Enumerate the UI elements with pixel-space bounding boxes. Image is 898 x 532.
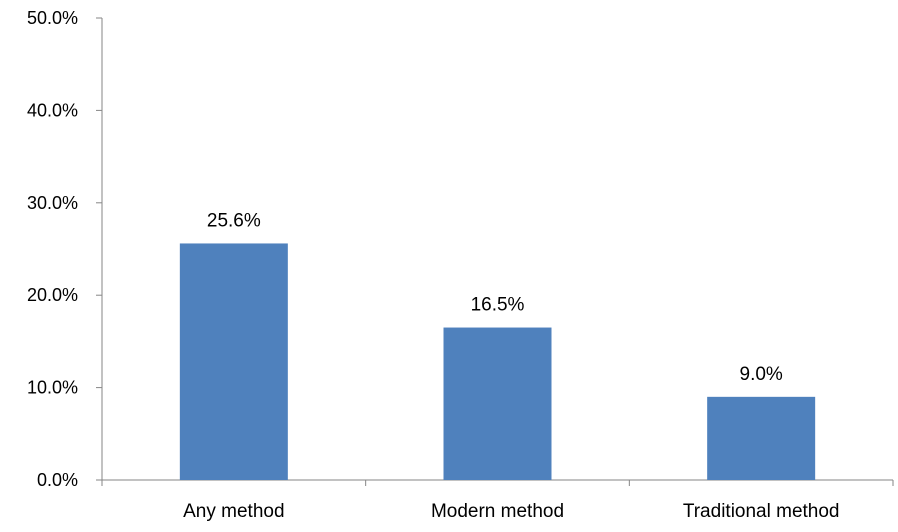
y-axis: 0.0% 10.0% 20.0% 30.0% 40.0% 50.0% <box>27 8 103 490</box>
bar <box>443 327 552 480</box>
bar-data-label: 9.0% <box>740 364 783 385</box>
data-labels: 25.6% 16.5% 9.0% <box>207 210 783 384</box>
bar <box>707 396 816 480</box>
bar <box>179 243 288 480</box>
x-axis: Any method Modern method Traditional metho… <box>101 479 894 522</box>
y-tick-label: 0.0% <box>37 470 78 490</box>
x-category-label: Modern method <box>431 501 564 522</box>
bar-data-label: 16.5% <box>471 295 525 316</box>
y-tick-label: 50.0% <box>27 8 78 28</box>
y-tick-label: 30.0% <box>27 193 78 213</box>
bar-data-label: 25.6% <box>207 210 261 231</box>
y-tick-label: 20.0% <box>27 285 78 305</box>
x-category-label: Traditional method <box>683 501 840 522</box>
y-tick-label: 40.0% <box>27 100 78 120</box>
bars <box>179 243 816 480</box>
x-category-label: Any method <box>183 501 284 522</box>
y-tick-label: 10.0% <box>27 378 78 398</box>
